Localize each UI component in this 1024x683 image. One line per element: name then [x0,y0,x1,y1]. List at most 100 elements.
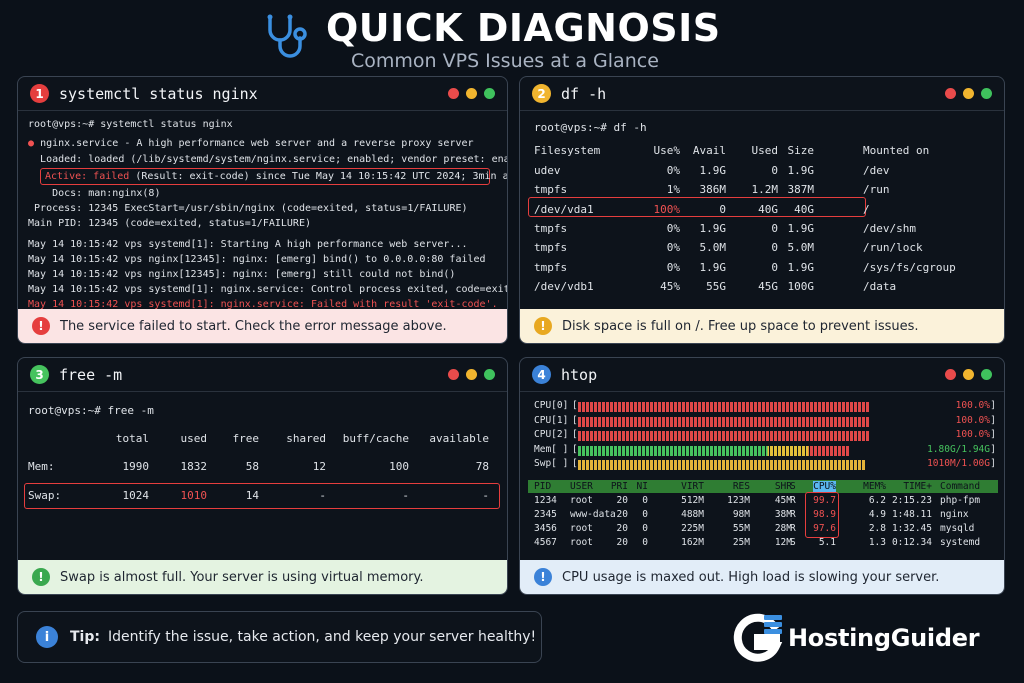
meter-bar [578,445,849,456]
process-column-header: NI [636,481,648,492]
table-cell: 1.9G [699,221,727,235]
meter-bracket: ] [990,458,996,469]
column-header: Used [751,144,779,157]
minimize-dot[interactable] [466,88,477,99]
process-cell: 0 [642,509,648,520]
table-cell: /sys/fs/cgroup [863,260,956,274]
process-cell: 123M [727,495,750,506]
tip-text: Identify the issue, take action, and kee… [107,629,537,645]
table-cell: /dev/vdb1 [534,279,594,293]
column-header: used [180,432,208,445]
page-title: QUICK DIAGNOSIS [326,6,721,50]
swap-highlight [24,483,500,509]
table-cell: /run/lock [863,241,923,255]
table-cell: - [402,489,409,502]
process-column-header: SHR [774,481,792,492]
terminal-output: root@vps:~# df -h Filesystem Size Used Avai… [520,77,1004,311]
process-cell: R [790,509,796,520]
server-g-logo-icon [733,613,783,662]
meter-bar [578,402,869,412]
meter-bracket: [ [572,400,578,411]
process-cell: php-fpm [940,495,981,506]
process-cell: root [570,523,593,534]
note-text: The service failed to start. Check the e… [60,318,447,334]
meter-value: 1.80G/1.94G [927,443,990,455]
panel-free: 3 free -m root@vps:~# free -m total used f… [17,357,508,595]
meter-label: CPU[1] [534,414,569,426]
tip-box: i Tip: Identify the issue, take action, … [17,611,542,663]
table-cell: 100 [389,460,409,473]
maximize-dot[interactable] [484,88,495,99]
maximize-dot[interactable] [484,369,495,380]
table-cell: 1.9G [699,164,727,177]
panel-note: ! CPU usage is maxed out. High load is s… [520,560,1004,594]
table-cell: 0 [771,260,778,274]
table-cell: 1990 [122,460,150,473]
process-cell: 2345 [534,509,557,520]
page-subtitle: Common VPS Issues at a Glance [351,50,659,72]
close-dot[interactable] [448,369,459,380]
maximize-dot[interactable] [981,88,992,99]
meter-value: 100.0% [955,429,990,440]
panel-note: ! Swap is almost full. Your server is us… [18,560,507,594]
table-cell: 0% [666,164,680,177]
maximize-dot[interactable] [981,369,992,380]
process-cell: 488M [681,509,704,520]
process-column-header: S [790,481,796,492]
table-cell: - [319,489,326,502]
column-header: Filesystem [534,144,601,157]
column-header: buff/cache [342,432,409,445]
meter-value: 1010M/1.00G [927,458,990,469]
process-cell: 162M [681,537,704,548]
panel-df: 2 df -h root@vps:~# df -h Filesystem Size… [519,76,1005,344]
close-dot[interactable] [945,369,956,380]
table-cell: 40G [758,202,778,216]
process-cell: 55M [732,523,750,534]
process-cell: 45M [774,495,792,506]
table-cell: 0 [771,241,778,255]
terminal-line: Main PID: 12345 (code=exited, status=1/F… [22,218,311,229]
panel-note: ! The service failed to start. Check the… [18,309,507,343]
panel-systemctl: 1 systemctl status nginx root@vps:~# sys… [17,76,508,344]
process-cell: S [790,537,796,548]
minimize-dot[interactable] [466,369,477,380]
table-cell: 1.9G [699,260,727,274]
table-cell: tmpfs [534,221,568,235]
brand-name: HostingGuider [788,624,980,652]
process-cell: 1.3 [868,537,886,548]
table-cell: tmpfs [534,260,568,274]
column-header: Size [787,144,815,157]
panel-title: htop [561,365,598,384]
table-cell: /dev/shm [863,221,916,235]
note-text: Disk space is full on /. Free up space t… [562,318,919,334]
step-badge: 1 [30,84,49,103]
terminal-line: May 14 10:15:42 vps nginx[12345]: nginx:… [28,269,456,280]
table-cell: /dev [863,164,890,177]
meter-bracket: [ [572,458,578,469]
stethoscope-icon [267,14,307,58]
active-status-highlight [40,168,490,185]
full-disk-highlight [528,197,866,217]
window-controls [448,88,495,99]
process-cell: R [790,523,796,534]
status-dot-icon: ● [28,138,35,149]
info-icon: i [36,626,58,648]
table-cell: / [863,202,870,216]
table-cell: 0 [771,164,778,177]
close-dot[interactable] [448,88,459,99]
table-cell: 58 [245,460,259,473]
meter-value: 100.0% [955,414,990,426]
terminal-line-active: Active: failed (Result: exit-code) since… [45,171,508,182]
tip-label: Tip: [70,629,100,645]
process-cell: 512M [681,495,704,506]
minimize-dot[interactable] [963,88,974,99]
column-header: shared [286,432,326,445]
process-cell: 0:12.34 [891,537,932,548]
close-dot[interactable] [945,88,956,99]
table-cell: 100G [787,279,815,293]
minimize-dot[interactable] [963,369,974,380]
table-cell: 45% [660,279,680,293]
note-text: Swap is almost full. Your server is usin… [60,569,424,585]
terminal-line: ● nginx.service - A high performance web… [28,138,474,149]
table-cell: 0% [666,241,680,255]
